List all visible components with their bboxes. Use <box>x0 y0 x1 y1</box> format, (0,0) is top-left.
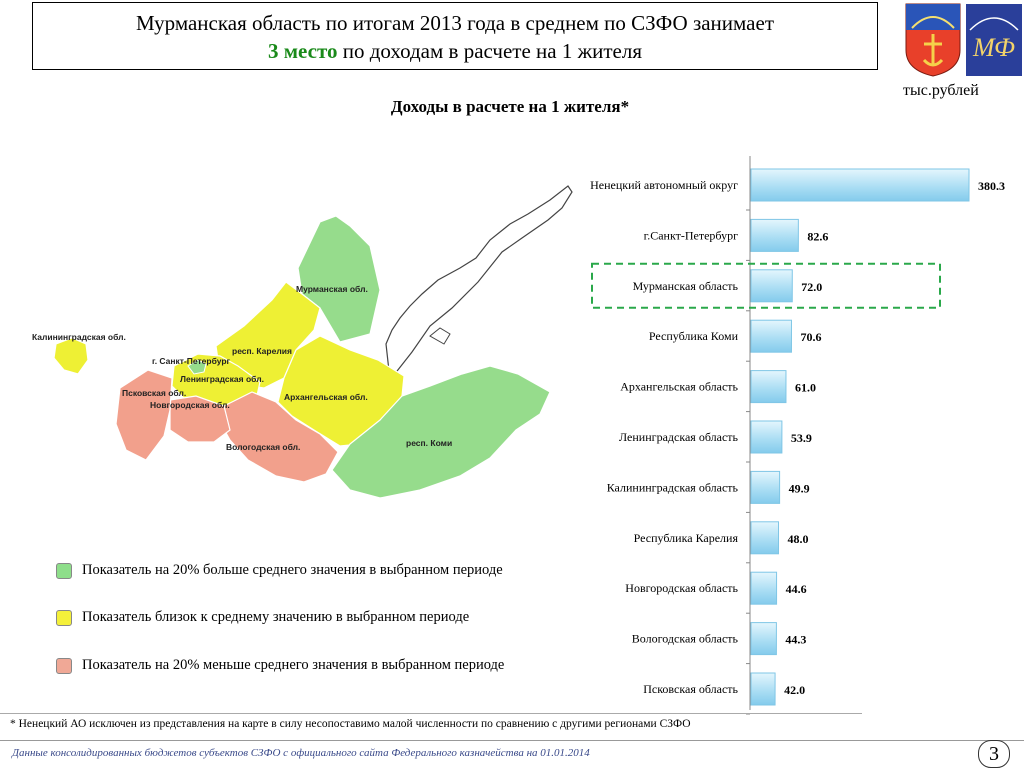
chart-bar <box>750 521 780 555</box>
map-label-komi: респ. Коми <box>406 438 452 448</box>
map-label-vologda: Вологодская обл. <box>226 442 300 452</box>
rank-highlight: 3 место <box>268 39 338 63</box>
chart-category-label: Псковская область <box>643 682 738 696</box>
chart-category-label: Ленинградская область <box>619 430 739 444</box>
chart-bar <box>750 168 970 202</box>
chart-value-label: 380.3 <box>978 179 1005 193</box>
unit-label: тыс.рублей <box>903 82 979 99</box>
ministry-of-finance-logo-icon: МФ <box>966 4 1022 76</box>
chart-category-label: Калининградская область <box>607 480 739 494</box>
chart-bar <box>750 571 778 605</box>
chart-value-label: 70.6 <box>800 330 821 344</box>
chart-bar <box>750 622 777 656</box>
chart-bar <box>750 470 781 504</box>
chart-category-label: Архангельская область <box>620 380 738 394</box>
map-label-arkhangelsk: Архангельская обл. <box>284 392 368 402</box>
kolguev-outline <box>429 327 451 345</box>
chart-bar <box>750 269 793 303</box>
chart-category-label: Республика Коми <box>649 329 739 343</box>
map-label-karelia: респ. Карелия <box>232 346 292 356</box>
map-label-murmansk: Мурманская обл. <box>296 284 368 294</box>
chart-bar <box>750 672 776 706</box>
chart-value-label: 72.0 <box>801 280 822 294</box>
chart-value-label: 49.9 <box>789 481 810 495</box>
chart-bar <box>750 218 799 252</box>
map-label-kaliningrad: Калининградская обл. <box>32 332 126 342</box>
svg-text:МФ: МФ <box>972 33 1015 62</box>
legend-swatch-green <box>56 563 72 579</box>
map-region-komi <box>331 365 551 499</box>
chart-bar <box>750 370 787 404</box>
chart-value-label: 48.0 <box>788 532 809 546</box>
map-region-vologda <box>219 391 339 483</box>
chart-category-label: Ненецкий автономный округ <box>590 178 738 192</box>
chart-bar <box>750 420 783 454</box>
murmansk-coat-of-arms-icon <box>905 3 961 77</box>
chart-value-label: 42.0 <box>784 683 805 697</box>
slide-title-line1: Мурманская область по итогам 2013 года в… <box>136 11 774 35</box>
legend-text-average: Показатель близок к среднему значению в … <box>82 609 470 625</box>
slide-title-box: Мурманская область по итогам 2013 года в… <box>32 2 878 70</box>
chart-bar <box>750 319 792 353</box>
footnote: * Ненецкий АО исключен из представления … <box>10 718 691 730</box>
chart-value-label: 82.6 <box>807 229 828 243</box>
chart-value-label: 53.9 <box>791 431 812 445</box>
map-label-leningrad: Ленинградская обл. <box>180 374 264 384</box>
map-label-spb: г. Санкт-Петербург <box>152 356 231 366</box>
legend-swatch-yellow <box>56 610 72 626</box>
footnote-divider <box>0 713 862 714</box>
map-region-pskov <box>115 369 173 461</box>
chart-category-label: г.Санкт-Петербург <box>644 228 738 242</box>
nao-coast-outline <box>385 185 573 382</box>
map-region-novgorod <box>169 395 231 443</box>
chart-value-label: 61.0 <box>795 381 816 395</box>
chart-category-label: Мурманская область <box>633 279 739 293</box>
slide-title-line2: 3 место по доходам в расчете на 1 жителя <box>33 37 877 65</box>
slide-title-line2-rest: по доходам в расчете на 1 жителя <box>337 39 642 63</box>
map-region-kaliningrad <box>53 337 89 375</box>
footer-divider <box>0 740 1024 741</box>
map-region-spb <box>187 359 207 375</box>
chart-value-label: 44.3 <box>785 633 806 647</box>
coat-of-arms-logos: МФ <box>905 3 1022 77</box>
chart-value-label: 44.6 <box>786 582 807 596</box>
map-label-novgorod: Новгородская обл. <box>150 400 230 410</box>
legend-swatch-red <box>56 658 72 674</box>
chart-highlight-box <box>591 262 941 309</box>
chart-category-label: Республика Карелия <box>634 531 739 545</box>
legend-text-below: Показатель на 20% меньше среднего значен… <box>82 657 505 673</box>
chart-category-label: Новгородская область <box>625 581 738 595</box>
chart-category-label: Вологодская область <box>632 632 739 646</box>
chart-title: Доходы в расчете на 1 жителя* <box>390 97 630 116</box>
legend-text-above: Показатель на 20% больше среднего значен… <box>82 562 503 578</box>
nwfd-regions-map: Мурманская обл. респ. Карелия г. Санкт-П… <box>32 185 573 499</box>
map-label-pskov: Псковская обл. <box>122 388 186 398</box>
data-source-note: Данные консолидированных бюджетов субъек… <box>12 747 590 759</box>
page-number: 3 <box>978 740 1010 768</box>
